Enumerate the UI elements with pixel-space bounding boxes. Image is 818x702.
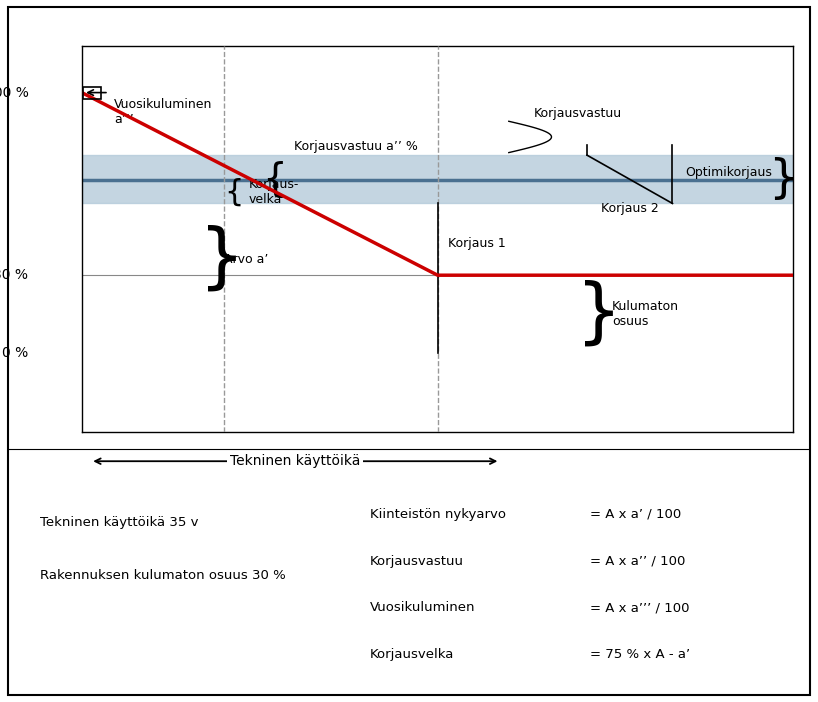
- Text: = 75 % x A - a’: = 75 % x A - a’: [590, 648, 690, 661]
- Text: {: {: [225, 177, 244, 206]
- Text: = A x a’’ / 100: = A x a’’ / 100: [590, 555, 685, 567]
- Text: }: }: [200, 225, 245, 294]
- Text: Arvo a’: Arvo a’: [224, 253, 268, 266]
- Text: }: }: [769, 157, 798, 202]
- Text: Korjaus 1: Korjaus 1: [448, 237, 506, 251]
- Text: = A x a’’’ / 100: = A x a’’’ / 100: [590, 602, 690, 614]
- Text: Kiinteistön nykyarvo: Kiinteistön nykyarvo: [370, 508, 506, 521]
- Text: Vuosikuluminen: Vuosikuluminen: [370, 602, 475, 614]
- Text: Korjausvastuu a’’ %: Korjausvastuu a’’ %: [294, 140, 418, 152]
- Text: Korjaus-
velka: Korjaus- velka: [249, 178, 299, 206]
- Text: Tekninen käyttöikä: Tekninen käyttöikä: [230, 454, 361, 468]
- Text: Korjausvelka: Korjausvelka: [370, 648, 455, 661]
- Text: 30 %: 30 %: [0, 268, 29, 282]
- Text: Korjausvastuu: Korjausvastuu: [533, 107, 622, 120]
- Text: 0 %: 0 %: [2, 347, 29, 360]
- Text: Optimikorjaus: Optimikorjaus: [685, 166, 772, 179]
- Text: Korjausvastuu: Korjausvastuu: [370, 555, 464, 567]
- Text: = A x a’ / 100: = A x a’ / 100: [590, 508, 681, 521]
- Text: Vuosikuluminen
a’’’: Vuosikuluminen a’’’: [114, 98, 212, 126]
- Text: Kulumaton
osuus: Kulumaton osuus: [612, 300, 679, 329]
- Text: 100 %: 100 %: [0, 86, 29, 100]
- Text: }: }: [577, 280, 622, 349]
- Bar: [83, 86, 101, 99]
- Text: Rakennuksen kulumaton osuus 30 %: Rakennuksen kulumaton osuus 30 %: [40, 569, 286, 582]
- Bar: [82, 155, 793, 204]
- Text: Tekninen käyttöikä 35 v: Tekninen käyttöikä 35 v: [40, 516, 199, 529]
- Text: Korjaus 2: Korjaus 2: [601, 202, 659, 216]
- Text: {: {: [262, 160, 287, 199]
